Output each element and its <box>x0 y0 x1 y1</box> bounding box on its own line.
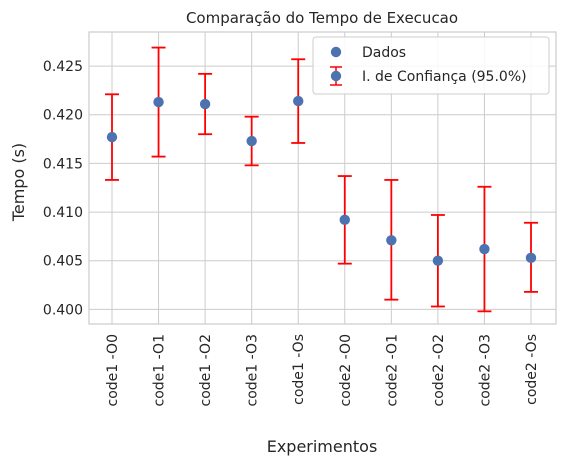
x-tick-label: code2 -O3 <box>477 334 493 407</box>
data-points <box>106 95 537 266</box>
y-tick-label: 0.405 <box>43 254 83 270</box>
x-tick-label: code1 -O2 <box>198 334 214 407</box>
data-point <box>153 96 164 108</box>
y-tick-label: 0.420 <box>43 108 83 124</box>
data-point <box>106 131 118 143</box>
data-point <box>339 214 350 226</box>
legend: Dados I. de Confiança (95.0%) <box>312 36 550 95</box>
legend-box <box>312 36 550 95</box>
x-tick-label: code1 -O1 <box>152 334 168 407</box>
x-tick-label: code2 -O1 <box>384 334 400 407</box>
legend-marker-errorbar <box>330 66 342 86</box>
y-axis-label: Tempo (s) <box>9 143 28 222</box>
plot-frame <box>88 31 557 325</box>
x-tick-label: code2 -O0 <box>338 334 354 407</box>
x-axis-ticks: code1 -O0 code1 -O1 code1 -O2 code1 -O3 code… <box>105 334 540 407</box>
data-point <box>293 95 304 107</box>
y-tick-label: 0.415 <box>43 156 83 172</box>
data-point <box>246 135 257 147</box>
y-axis-ticks: 0.400 0.405 0.410 0.415 0.420 0.425 <box>43 59 83 318</box>
y-tick-label: 0.410 <box>43 205 83 221</box>
x-tick-label: code1 -O0 <box>105 334 121 407</box>
x-tick-label: code2 -O2 <box>431 334 447 407</box>
data-point <box>199 98 211 110</box>
legend-label-dados: Dados <box>362 45 406 61</box>
legend-marker-dados <box>330 46 342 58</box>
data-point <box>525 252 537 264</box>
data-point <box>432 255 444 266</box>
data-point <box>386 235 397 246</box>
x-axis-label: Experimentos <box>267 437 378 456</box>
x-tick-label: code1 -Os <box>291 334 307 405</box>
x-tick-label: code2 -Os <box>524 334 540 405</box>
y-tick-label: 0.400 <box>43 302 83 318</box>
data-point <box>479 243 490 255</box>
chart-title: Comparação do Tempo de Execucao <box>186 9 458 27</box>
x-tick-label: code1 -O3 <box>245 334 261 407</box>
legend-label-errorbar: I. de Confiança (95.0%) <box>362 69 527 85</box>
y-tick-label: 0.425 <box>43 59 83 75</box>
